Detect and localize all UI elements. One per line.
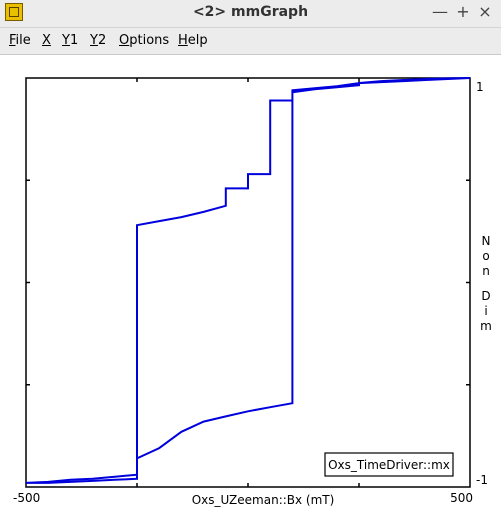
mmgraph-app-icon[interactable] bbox=[5, 3, 23, 21]
menu-file[interactable]: File bbox=[9, 33, 31, 48]
legend-label: Oxs_TimeDriver::mx bbox=[328, 458, 450, 472]
window-title: <2> mmGraph bbox=[192, 4, 309, 20]
y-axis-label-char: n bbox=[482, 264, 490, 278]
y-axis-label-char: o bbox=[482, 249, 489, 263]
menu-help[interactable]: Help bbox=[178, 33, 208, 48]
y-tick-label-max: 1 bbox=[476, 80, 484, 94]
close-icon[interactable]: × bbox=[478, 2, 492, 21]
axis-ticks bbox=[26, 78, 470, 487]
x-axis-label: Oxs_UZeeman::Bx (mT) bbox=[192, 493, 335, 507]
y-tick-label-min: -1 bbox=[476, 473, 488, 487]
minimize-icon[interactable]: — bbox=[432, 2, 448, 21]
y-axis-label-char: N bbox=[482, 234, 491, 248]
menu-options[interactable]: Options bbox=[119, 33, 170, 48]
menu-y2[interactable]: Y2 bbox=[90, 33, 107, 48]
legend-box[interactable] bbox=[324, 452, 454, 477]
maximize-icon[interactable]: + bbox=[456, 2, 470, 21]
y-axis-label-char: i bbox=[484, 304, 487, 318]
menu-x[interactable]: X bbox=[42, 33, 51, 48]
title-bar: <2> mmGraph — + × bbox=[0, 0, 501, 28]
plot-frame bbox=[25, 77, 471, 488]
menu-bar: File X Y1 Y2 Options Help bbox=[0, 28, 501, 53]
graph-canvas[interactable]: -500 500 Oxs_UZeeman::Bx (mT) 1 -1 NonDi… bbox=[0, 55, 501, 518]
menu-y1[interactable]: Y1 bbox=[62, 33, 79, 48]
y-axis-label-char: m bbox=[480, 319, 492, 333]
x-tick-label-max: 500 bbox=[450, 491, 473, 505]
series-line-mx bbox=[25, 77, 471, 484]
x-tick-label-min: -500 bbox=[13, 491, 40, 505]
y-axis-label-char: D bbox=[481, 289, 490, 303]
